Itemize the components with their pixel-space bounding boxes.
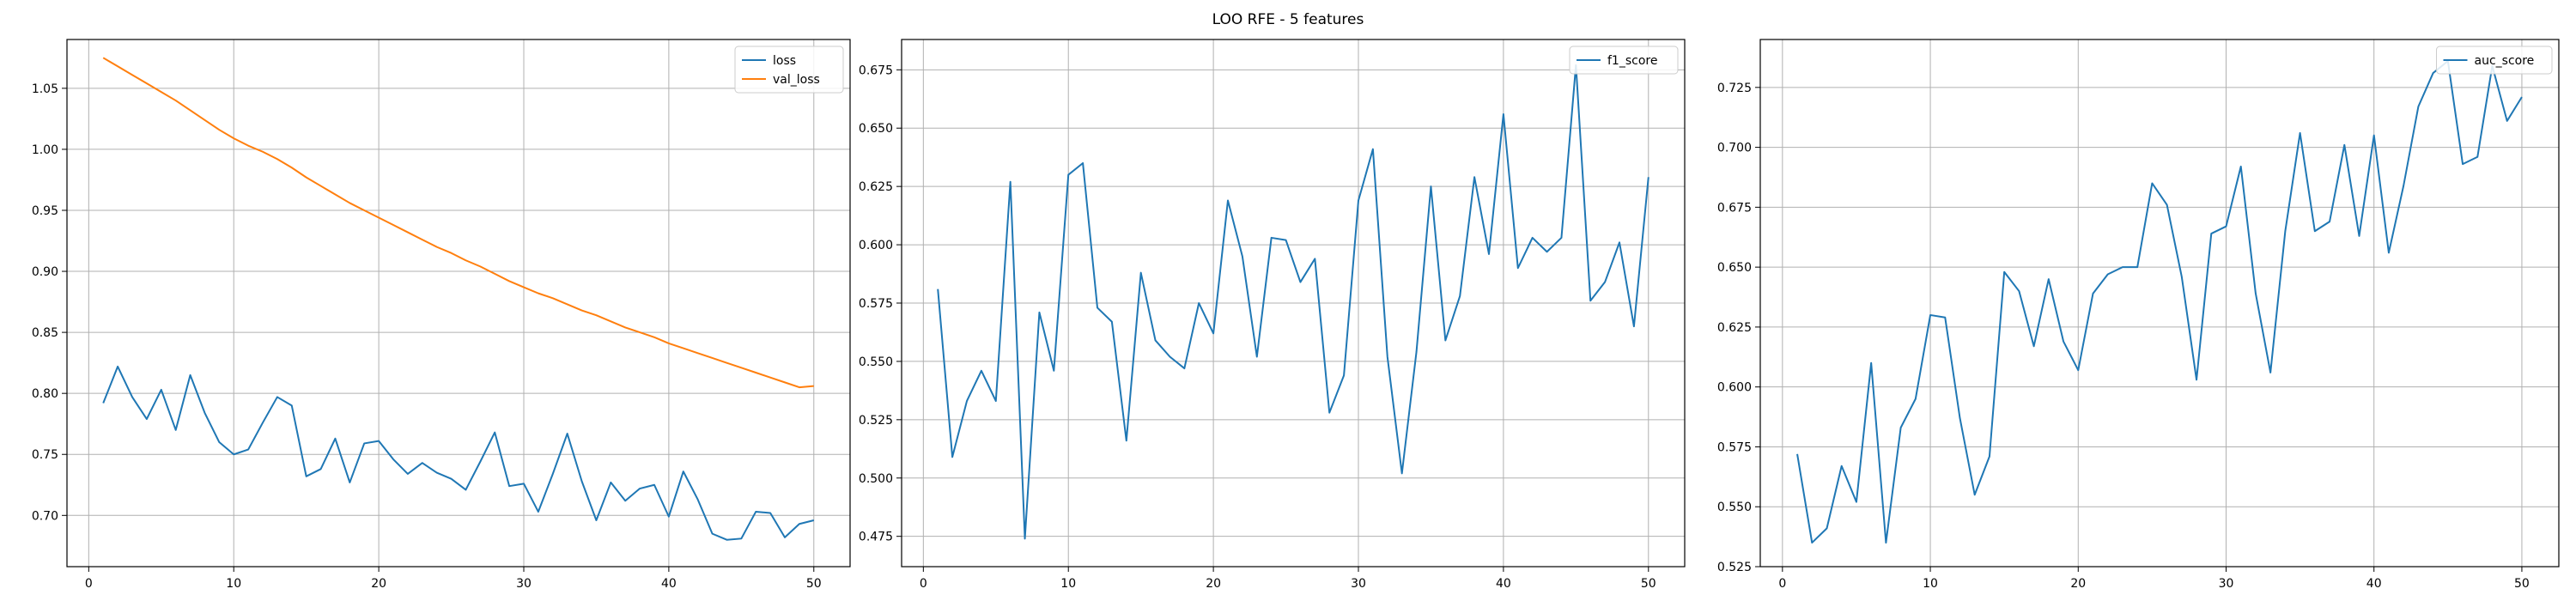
y-tick-label: 0.85 bbox=[32, 326, 58, 340]
x-tick-label: 50 bbox=[1641, 577, 1656, 591]
x-tick-label: 10 bbox=[1923, 577, 1938, 591]
y-tick-label: 0.95 bbox=[32, 204, 58, 218]
legend-label: f1_score bbox=[1607, 54, 1657, 68]
charts-container: 0 10 20 30 40 50 0.70 0.75 0.80 0.85 0.90 0.95 1.00 1… bbox=[32, 39, 2560, 591]
axes-frame bbox=[901, 39, 1686, 568]
legend-box bbox=[2436, 46, 2553, 75]
y-tick-label: 0.525 bbox=[1717, 561, 1752, 574]
x-tick-label: 0 bbox=[1778, 577, 1786, 591]
subplot-2: 0 10 20 30 40 50 0.475 0.500 0.525 0.550 0.575 0.60… bbox=[859, 39, 1686, 591]
x-tick-label: 0 bbox=[920, 577, 927, 591]
y-tick-label: 0.70 bbox=[32, 509, 58, 523]
x-tick-label: 30 bbox=[2219, 577, 2234, 591]
y-tick-label: 0.475 bbox=[859, 531, 893, 544]
y-tick-label: 0.600 bbox=[859, 239, 893, 252]
x-tick-label: 20 bbox=[1206, 577, 1221, 591]
x-tick-label: 10 bbox=[226, 577, 241, 591]
x-tick-label: 40 bbox=[2366, 577, 2382, 591]
y-tick-label: 0.75 bbox=[32, 448, 58, 462]
x-tick-label: 40 bbox=[1496, 577, 1511, 591]
y-tick-label: 1.05 bbox=[32, 82, 58, 96]
series-line-loss bbox=[102, 365, 815, 541]
y-tick-label: 0.500 bbox=[859, 472, 893, 486]
y-tick-label: 0.625 bbox=[859, 180, 893, 194]
legend-label: val_loss bbox=[773, 73, 820, 87]
x-tick-label: 20 bbox=[371, 577, 386, 591]
x-tick-label: 0 bbox=[85, 577, 93, 591]
x-tick-label: 50 bbox=[2514, 577, 2530, 591]
legend-label: auc_score bbox=[2475, 54, 2535, 68]
x-tick-label: 30 bbox=[1351, 577, 1366, 591]
legend-box bbox=[1569, 46, 1679, 75]
y-tick-label: 0.700 bbox=[1717, 142, 1752, 155]
y-tick-label: 0.625 bbox=[1717, 321, 1752, 335]
y-tick-label: 0.575 bbox=[859, 297, 893, 311]
y-tick-label: 0.675 bbox=[1717, 201, 1752, 215]
legend: auc_score bbox=[2436, 46, 2553, 75]
x-tick-label: 30 bbox=[516, 577, 532, 591]
y-tick-label: 0.550 bbox=[1717, 501, 1752, 514]
subplot-1: 0 10 20 30 40 50 0.70 0.75 0.80 0.85 0.90 0.95 1.00 1… bbox=[32, 39, 851, 591]
y-tick-label: 0.650 bbox=[859, 122, 893, 136]
y-tick-label: 0.90 bbox=[32, 265, 58, 279]
y-tick-label: 0.650 bbox=[1717, 261, 1752, 275]
y-tick-label: 0.575 bbox=[1717, 440, 1752, 454]
series-line-f1_score bbox=[937, 64, 1649, 540]
legend-label: loss bbox=[773, 54, 796, 68]
subplot-3: 0 10 20 30 40 50 0.525 0.550 0.575 0.600 0.625 0.65… bbox=[1717, 39, 2560, 591]
legend: loss val_loss bbox=[734, 46, 844, 94]
x-tick-label: 40 bbox=[661, 577, 677, 591]
series-line-val_loss bbox=[102, 57, 814, 389]
axes-frame bbox=[66, 39, 851, 568]
y-tick-label: 0.525 bbox=[859, 414, 893, 428]
legend-box bbox=[734, 46, 844, 94]
y-tick-label: 0.725 bbox=[1717, 82, 1752, 95]
y-tick-label: 0.675 bbox=[859, 64, 893, 77]
legend: f1_score bbox=[1569, 46, 1679, 75]
axes-frame bbox=[1759, 39, 2560, 568]
figure-title: LOO RFE - 5 features bbox=[1212, 11, 1364, 28]
y-tick-label: 0.80 bbox=[32, 387, 58, 401]
y-tick-label: 1.00 bbox=[32, 143, 58, 157]
series-line-auc_score bbox=[1796, 60, 2523, 544]
y-tick-label: 0.550 bbox=[859, 355, 893, 369]
y-tick-label: 0.600 bbox=[1717, 381, 1752, 395]
x-tick-label: 10 bbox=[1060, 577, 1076, 591]
x-tick-label: 20 bbox=[2070, 577, 2086, 591]
x-tick-label: 50 bbox=[806, 577, 822, 591]
